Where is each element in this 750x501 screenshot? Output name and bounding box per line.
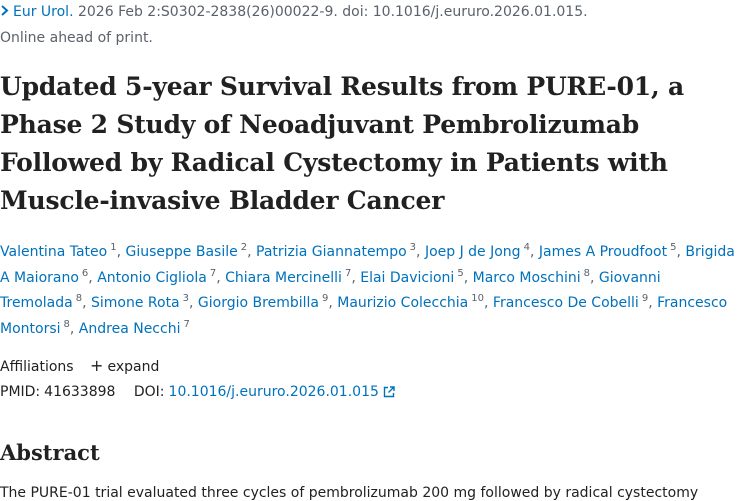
pmid-label: PMID: [0,384,41,400]
citation-line: Eur Urol. 2026 Feb 2:S0302-2838(26)00022… [0,4,588,20]
author-item: Simone Rota 3 [90,293,190,312]
author-separator: , [676,244,686,260]
affiliations-label: Affiliations [0,359,74,375]
author-item: Francesco De Cobelli 9 [492,293,649,312]
author-item: Andrea Necchi 7 [78,318,190,337]
author-name-link[interactable]: Simone Rota [90,295,180,311]
author-item: Chiara Mercinelli 7 [225,267,352,286]
author-separator: , [247,244,257,260]
author-item: Antonio Cigliola 7 [97,267,217,286]
author-name-link[interactable]: Giuseppe Basile [125,244,238,260]
affiliation-number[interactable]: 5 [670,242,677,253]
affiliation-number[interactable]: 8 [583,267,590,279]
author-item: James A Proudfoot 5 [538,242,677,261]
doi-label: DOI: [133,384,165,400]
author-name-link[interactable]: Giovanni Tremolada [0,269,661,312]
author-separator: , [589,269,599,286]
affiliation-number[interactable]: 1 [110,242,117,253]
author-separator: , [88,269,98,286]
author-item: Giorgio Brembilla 9 [197,293,329,312]
abstract-text: The PURE-01 trial evaluated three cycles… [0,485,699,501]
author-name-link[interactable]: Maurizio Colecchia [337,295,469,311]
doi-link[interactable]: 10.1016/j.eururo.2026.01.015 [168,384,379,400]
author-name-link[interactable]: Brigida A Maiorano [0,244,735,286]
affiliation-number[interactable]: 7 [344,267,352,279]
author-item: Marco Moschini 8 [472,267,590,286]
author-name-link[interactable]: Andrea Necchi [78,320,181,337]
affiliation-number[interactable]: 4 [523,242,530,253]
chevron-right-icon[interactable] [0,4,9,20]
author-name-link[interactable]: Francesco Montorsi [0,295,728,337]
author-name-link[interactable]: Marco Moschini [472,269,581,286]
affiliations-expand-toggle[interactable]: expand [107,359,160,375]
author-item: Giuseppe Basile 2 [125,242,248,261]
affiliation-number[interactable]: 7 [209,267,217,279]
author-item: Patrizia Giannatempo 3 [256,242,417,261]
affiliation-number[interactable]: 10 [471,293,484,304]
affiliations-row: Affiliations + expand [0,356,159,375]
author-separator: , [463,269,473,286]
journal-link[interactable]: Eur Urol. [13,4,74,20]
affiliation-number[interactable]: 7 [183,318,190,330]
author-separator: , [529,244,539,260]
author-separator: , [416,244,425,260]
affiliation-number[interactable]: 5 [457,267,464,279]
affiliation-number[interactable]: 9 [641,293,649,304]
citation-details: 2026 Feb 2:S0302-2838(26)00022-9. doi: 1… [77,4,588,20]
author-item: Elai Davicioni 5 [360,267,464,286]
author-name-link[interactable]: Antonio Cigliola [97,269,207,286]
author-separator: , [69,320,79,337]
author-separator: , [351,269,361,286]
author-name-link[interactable]: Francesco De Cobelli [492,295,639,311]
author-item: Maurizio Colecchia 10 [337,293,484,312]
author-item: Francesco Montorsi 8 [0,295,727,337]
author-separator: , [328,295,338,311]
author-name-link[interactable]: Patrizia Giannatempo [256,244,407,260]
affiliation-number[interactable]: 2 [240,242,248,253]
author-item: Brigida A Maiorano 6 [0,244,735,286]
author-separator: , [484,295,493,311]
author-separator: , [116,244,126,260]
author-separator: , [82,295,91,311]
author-separator: , [648,295,658,311]
affiliation-number[interactable]: 8 [63,318,70,330]
author-separator: , [189,295,198,311]
pmid-value: 41633898 [44,384,116,400]
affiliation-number[interactable]: 8 [75,293,83,304]
author-name-link[interactable]: Giorgio Brembilla [197,295,319,311]
author-name-link[interactable]: Joep J de Jong [424,244,521,260]
plus-icon[interactable]: + [90,356,104,375]
author-separator: , [216,269,226,286]
author-name-link[interactable]: Elai Davicioni [360,269,455,286]
authors-list: Valentina Tateo 1, Giuseppe Basile 2, Patr… [0,240,745,342]
affiliation-number[interactable]: 3 [182,293,190,304]
affiliation-number[interactable]: 6 [81,267,89,279]
publication-status: Online ahead of print. [0,30,153,46]
author-name-link[interactable]: Chiara Mercinelli [225,269,342,286]
external-link-icon[interactable] [383,386,395,402]
author-item: Giovanni Tremolada 8 [0,270,661,312]
identifiers-row: PMID: 41633898 DOI: 10.1016/j.eururo.2026.… [0,384,395,402]
author-name-link[interactable]: Valentina Tateo [0,244,108,260]
abstract-heading: Abstract [0,440,100,465]
affiliation-number[interactable]: 9 [321,293,329,304]
author-item: Valentina Tateo 1 [0,242,117,261]
author-name-link[interactable]: James A Proudfoot [538,244,668,260]
author-item: Joep J de Jong 4 [424,242,530,261]
affiliation-number[interactable]: 3 [409,242,417,253]
article-title: Updated 5-year Survival Results from PUR… [0,72,685,215]
